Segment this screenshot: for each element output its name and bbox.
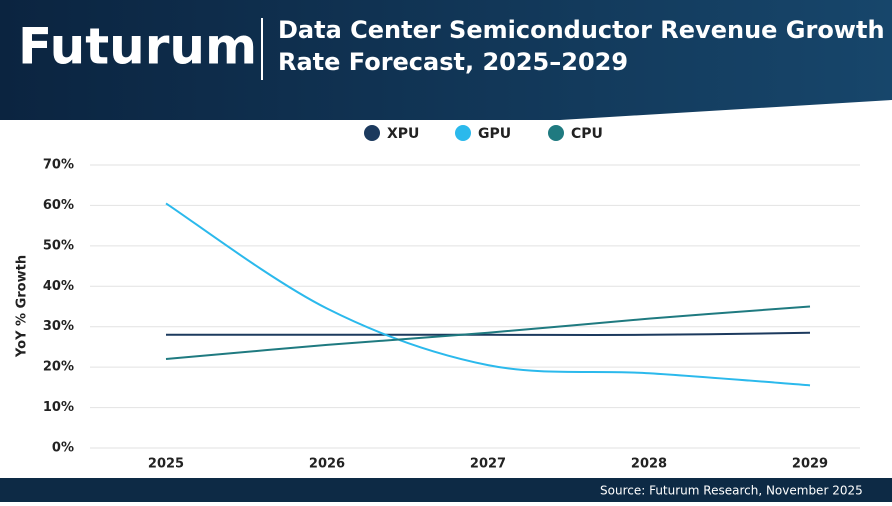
y-tick-label: 70% (43, 158, 74, 173)
legend-swatch (548, 125, 564, 141)
legend-label: CPU (571, 126, 603, 142)
x-tick-label: 2029 (792, 457, 828, 472)
legend-swatch (455, 125, 471, 141)
legend-swatch (364, 125, 380, 141)
footer-band (0, 478, 892, 502)
x-tick-label: 2025 (148, 457, 184, 472)
brand: Futurum (18, 18, 257, 76)
x-tick-label: 2026 (309, 457, 345, 472)
y-tick-label: 50% (43, 238, 74, 253)
x-tick-label: 2028 (631, 457, 667, 472)
series-line (165, 305, 811, 361)
y-tick-label: 0% (52, 441, 74, 456)
series-line (166, 331, 811, 336)
y-tick-label: 10% (43, 400, 74, 415)
title-box: Data Center Semiconductor Revenue Growth… (278, 16, 885, 76)
legend-label: GPU (478, 126, 511, 142)
chart-title: Data Center Semiconductor Revenue Growth… (278, 16, 885, 76)
source: Source: Futurum Research, November 2025 (600, 484, 863, 498)
x-tick-label: 2027 (470, 457, 506, 472)
y-tick-label: 40% (43, 279, 74, 294)
plot-card (0, 120, 892, 478)
y-tick-label: 20% (43, 360, 74, 375)
series-line (165, 202, 811, 387)
header-band (0, 0, 892, 120)
legend-label: XPU (387, 126, 419, 142)
y-tick-label: 60% (43, 198, 74, 213)
y-tick-label: 30% (43, 319, 74, 334)
y-axis-label: YoY % Growth (15, 255, 30, 358)
